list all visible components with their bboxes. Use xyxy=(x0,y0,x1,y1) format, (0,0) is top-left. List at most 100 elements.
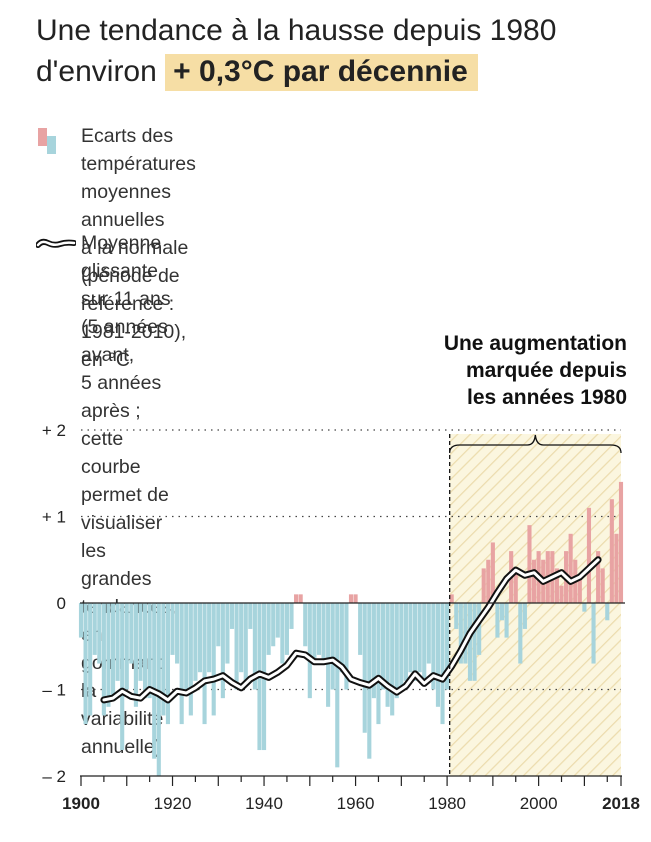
bar xyxy=(431,603,436,690)
bar xyxy=(326,603,331,707)
bar xyxy=(554,568,559,603)
x-tick-label: 1960 xyxy=(337,794,375,813)
y-tick-label: + 1 xyxy=(42,508,66,527)
bar xyxy=(614,533,619,603)
bar xyxy=(582,603,587,612)
bar xyxy=(394,603,399,699)
bar xyxy=(188,603,193,716)
bar xyxy=(193,603,198,681)
bar xyxy=(229,603,235,629)
bar xyxy=(129,603,134,664)
bar xyxy=(252,603,257,690)
bar xyxy=(358,603,363,655)
bar xyxy=(143,603,148,699)
bar xyxy=(371,603,376,699)
bar xyxy=(179,603,184,725)
legend-bars-line-3: en °C xyxy=(81,349,130,371)
bar xyxy=(591,603,596,664)
bar xyxy=(284,603,289,655)
bar xyxy=(445,603,450,690)
bar xyxy=(504,603,509,638)
bar xyxy=(435,603,441,707)
x-tick-label: 1980 xyxy=(428,794,466,813)
bar xyxy=(472,603,477,681)
bar xyxy=(399,603,404,690)
moving-average-line xyxy=(102,558,600,702)
bar xyxy=(321,603,326,664)
y-tick-label: – 2 xyxy=(42,767,66,786)
bar xyxy=(577,577,582,603)
bar xyxy=(234,603,239,690)
bar xyxy=(335,603,340,768)
bar xyxy=(133,603,138,707)
bar xyxy=(316,603,322,655)
bar xyxy=(618,481,624,603)
bar xyxy=(161,603,166,716)
bar xyxy=(353,594,358,603)
bar xyxy=(225,603,230,664)
bar xyxy=(454,603,459,629)
bar xyxy=(97,603,102,664)
bar xyxy=(78,603,84,638)
bar xyxy=(138,603,143,681)
bar xyxy=(220,603,225,699)
bar xyxy=(385,603,390,707)
bar xyxy=(413,603,418,681)
bar xyxy=(339,603,344,673)
bar xyxy=(609,499,614,603)
annotation: Une augmentation marquée depuis les anné… xyxy=(367,330,627,411)
x-tick-label: 2018 xyxy=(602,794,640,813)
legend-line-swatch xyxy=(36,238,76,248)
bar xyxy=(147,603,152,699)
bar xyxy=(440,603,445,725)
bar xyxy=(513,568,518,603)
bar xyxy=(490,542,495,603)
bar xyxy=(294,594,299,603)
bar xyxy=(83,603,88,725)
bar xyxy=(184,603,189,690)
legend-positive-swatch xyxy=(38,128,47,146)
bar xyxy=(527,525,532,603)
bar xyxy=(531,559,537,603)
bar xyxy=(559,585,564,603)
bar xyxy=(568,533,573,603)
bar xyxy=(362,603,367,733)
x-tick-label: 1900 xyxy=(62,794,100,813)
title-line-2: d'environ + 0,3°C par décennie xyxy=(36,51,636,92)
bar xyxy=(275,603,280,638)
title-prefix: d'environ xyxy=(36,55,157,88)
annotation-line-2: marquée depuis xyxy=(465,359,627,382)
bar xyxy=(92,603,97,655)
bar xyxy=(422,603,427,681)
legend-line-line-2: 5 années après ; cette courbe permet de … xyxy=(81,372,169,534)
annotation-line-3: les années 1980 xyxy=(467,386,627,409)
bar xyxy=(120,603,125,751)
title-highlight: + 0,3°C par décennie xyxy=(165,54,478,91)
bar xyxy=(271,603,276,647)
y-tick-label: + 2 xyxy=(42,421,66,440)
bar xyxy=(197,603,203,673)
annotation-line-1: Une augmentation xyxy=(443,332,627,355)
bar xyxy=(152,603,157,759)
bar xyxy=(101,603,106,716)
bar xyxy=(408,603,413,673)
bar xyxy=(312,603,317,664)
bar xyxy=(477,603,482,655)
x-tick-label: 2000 xyxy=(520,794,558,813)
x-tick-label: 1920 xyxy=(154,794,192,813)
bar xyxy=(348,594,354,603)
bar xyxy=(115,603,120,681)
bar xyxy=(280,603,285,664)
bar xyxy=(216,603,221,647)
bar xyxy=(463,603,468,664)
bar xyxy=(298,594,303,603)
bar xyxy=(207,603,212,673)
bar xyxy=(426,603,431,664)
y-tick-label: – 1 xyxy=(42,681,66,700)
bar xyxy=(486,559,491,603)
bar xyxy=(156,603,161,776)
bar xyxy=(458,603,463,664)
bar xyxy=(88,603,93,716)
bar xyxy=(202,603,207,725)
